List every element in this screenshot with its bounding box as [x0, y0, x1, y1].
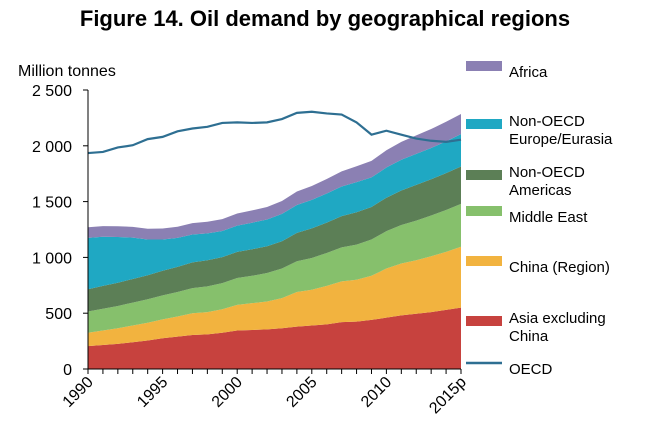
legend-swatch-africa: [466, 61, 502, 71]
legend-label-non-oecd-europe-eurasia: Non-OECD: [509, 113, 585, 130]
x-tick-label: 2015p: [426, 374, 470, 418]
x-tick-label: 2000: [209, 374, 246, 411]
x-tick-label: 1995: [134, 374, 171, 411]
y-tick-label: 2 000: [32, 139, 72, 156]
legend-swatch-asia-excluding-china: [466, 316, 502, 326]
area-africa: [88, 113, 461, 240]
legend: AfricaNon-OECDEurope/EurasiaNon-OECDAmer…: [466, 61, 613, 378]
area-middle-east: [88, 203, 461, 333]
area-asia-excluding-china: [88, 307, 461, 369]
area-non-oecd-americas: [88, 166, 461, 312]
line-oecd: [87, 110, 462, 155]
legend-swatch-non-oecd-europe-eurasia: [466, 119, 502, 129]
legend-swatch-china-region: [466, 256, 502, 266]
area-layers: [88, 113, 461, 369]
y-axis-label: Million tonnes: [18, 63, 116, 80]
y-tick-label: 500: [45, 306, 72, 323]
x-tick-label: 2005: [283, 374, 320, 411]
y-tick-label: 1 500: [32, 195, 72, 212]
y-tick-label: 2 500: [32, 83, 72, 100]
legend-swatch-non-oecd-americas: [466, 170, 502, 180]
legend-label-non-oecd-americas: Americas: [509, 182, 572, 199]
chart-title: Figure 14. Oil demand by geographical re…: [79, 6, 571, 31]
legend-label-oecd: OECD: [509, 361, 553, 378]
line-layer: [87, 110, 462, 155]
area-non-oecd-europe-eurasia: [88, 134, 461, 290]
area-china-region: [88, 246, 461, 347]
y-tick-label: 1 000: [32, 250, 72, 267]
legend-label-china-region: China (Region): [509, 259, 610, 276]
legend-swatch-middle-east: [466, 206, 502, 216]
y-tick-label: 0: [63, 362, 72, 379]
legend-label-asia-excluding-china: China: [509, 328, 549, 345]
legend-label-non-oecd-europe-eurasia: Europe/Eurasia: [509, 131, 613, 148]
legend-label-middle-east: Middle East: [509, 209, 588, 226]
legend-label-asia-excluding-china: Asia excluding: [509, 310, 606, 327]
legend-label-non-oecd-americas: Non-OECD: [509, 164, 585, 181]
x-tick-label: 1990: [60, 374, 97, 411]
x-tick-label: 2010: [358, 374, 395, 411]
legend-label-africa: Africa: [509, 64, 548, 81]
